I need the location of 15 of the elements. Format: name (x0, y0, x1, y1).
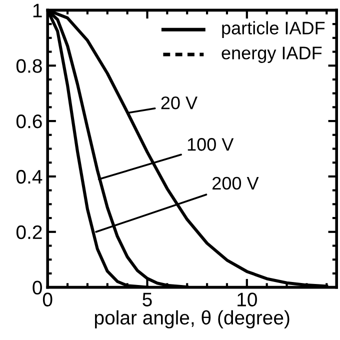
y-tick-label: 0.8 (16, 59, 42, 73)
y-tick-label: 0.4 (16, 170, 42, 184)
y-tick-label: 0.6 (16, 114, 42, 128)
y-tick-label: 0 (32, 280, 42, 295)
annotation: 20 V (161, 96, 198, 110)
annotation: 100 V (188, 138, 234, 151)
x-tick-label: 0 (42, 292, 52, 306)
annotation: particle IADF (222, 21, 325, 38)
y-tick-label: 1 (33, 4, 42, 18)
annotation: 200 V (212, 176, 259, 190)
x-axis-title: polar angle, θ (degree) (95, 310, 290, 328)
x-tick-label: 5 (142, 292, 152, 306)
y-tick-label: 0.2 (16, 225, 42, 240)
x-tick-label: 10 (238, 292, 257, 306)
annotation: energy IADF (222, 46, 322, 63)
